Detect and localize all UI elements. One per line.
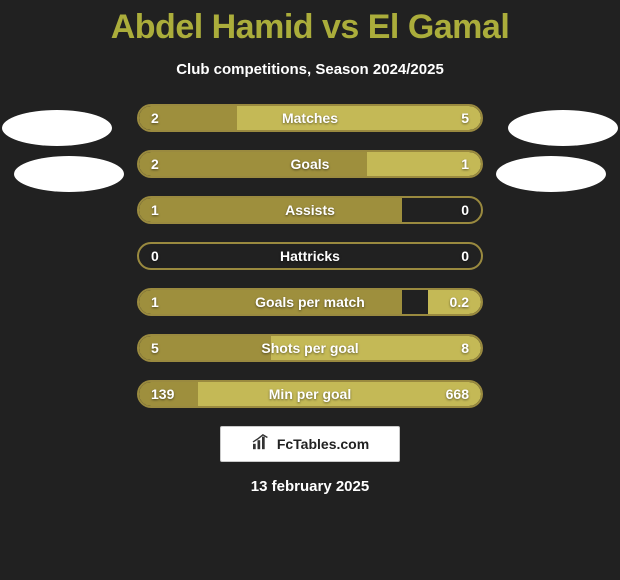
stat-value-left: 139 [151, 386, 174, 402]
stat-value-right: 0.2 [450, 294, 469, 310]
stat-value-left: 2 [151, 110, 159, 126]
stat-value-right: 0 [461, 202, 469, 218]
date: 13 february 2025 [0, 478, 620, 495]
player2-avatar-2 [496, 156, 606, 192]
fctables-badge[interactable]: FcTables.com [220, 426, 400, 462]
stat-row: 2 5 Matches [137, 104, 483, 132]
page-title: Abdel Hamid vs El Gamal [0, 0, 620, 47]
subtitle: Club competitions, Season 2024/2025 [0, 61, 620, 78]
stat-value-left: 5 [151, 340, 159, 356]
stat-label: Goals per match [255, 294, 365, 310]
stat-value-left: 0 [151, 248, 159, 264]
stat-row: 5 8 Shots per goal [137, 334, 483, 362]
stat-label: Goals [291, 156, 330, 172]
stat-label: Min per goal [269, 386, 351, 402]
stat-label: Shots per goal [261, 340, 358, 356]
stat-row: 139 668 Min per goal [137, 380, 483, 408]
stat-label: Assists [285, 202, 335, 218]
bar-left [139, 198, 402, 222]
stat-value-left: 1 [151, 294, 159, 310]
stat-value-right: 8 [461, 340, 469, 356]
stat-row: 0 0 Hattricks [137, 242, 483, 270]
stat-label: Matches [282, 110, 338, 126]
stat-value-right: 668 [446, 386, 469, 402]
player1-avatar-1 [2, 110, 112, 146]
stat-value-right: 5 [461, 110, 469, 126]
stat-row: 1 0.2 Goals per match [137, 288, 483, 316]
bar-left [139, 152, 367, 176]
player1-avatar-2 [14, 156, 124, 192]
bar-right [237, 106, 481, 130]
comparison-chart: 2 5 Matches 2 1 Goals 1 0 Assists 0 0 Hattricks 1 0.2… [0, 104, 620, 408]
stat-value-left: 1 [151, 202, 159, 218]
stat-label: Hattricks [280, 248, 340, 264]
stat-value-right: 1 [461, 156, 469, 172]
stat-value-right: 0 [461, 248, 469, 264]
stat-rows: 2 5 Matches 2 1 Goals 1 0 Assists 0 0 Hattricks 1 0.2… [137, 104, 483, 408]
stat-value-left: 2 [151, 156, 159, 172]
chart-icon [251, 433, 273, 456]
footer-brand: FcTables.com [277, 436, 369, 452]
stat-row: 2 1 Goals [137, 150, 483, 178]
stat-row: 1 0 Assists [137, 196, 483, 224]
player2-avatar-1 [508, 110, 618, 146]
